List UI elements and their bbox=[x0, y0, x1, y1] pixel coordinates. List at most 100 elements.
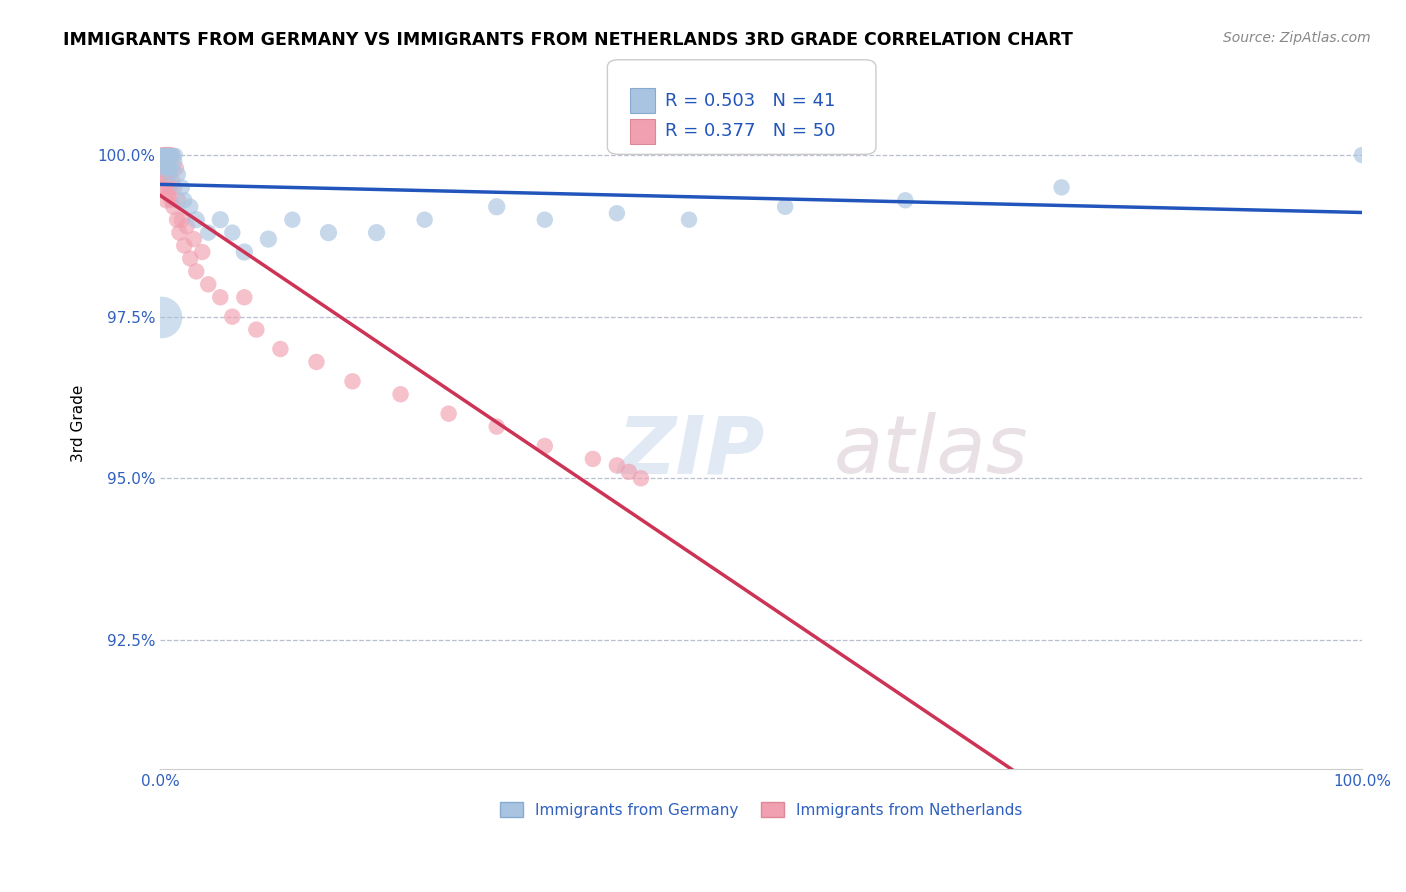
Point bbox=[165, 161, 187, 175]
Point bbox=[156, 148, 179, 162]
Point bbox=[152, 148, 174, 162]
Point bbox=[155, 148, 177, 162]
Point bbox=[153, 154, 176, 169]
Point bbox=[1351, 148, 1374, 162]
Point bbox=[152, 161, 174, 175]
Point bbox=[153, 148, 176, 162]
Point bbox=[157, 161, 180, 175]
Point bbox=[163, 180, 186, 194]
Point bbox=[191, 245, 214, 260]
Point bbox=[257, 232, 280, 246]
Point bbox=[173, 238, 195, 252]
Point bbox=[233, 290, 256, 304]
Text: R = 0.503   N = 41: R = 0.503 N = 41 bbox=[665, 92, 835, 110]
Point bbox=[166, 212, 188, 227]
Point bbox=[678, 212, 700, 227]
Point bbox=[160, 174, 183, 188]
Point bbox=[389, 387, 412, 401]
Text: R = 0.377   N = 50: R = 0.377 N = 50 bbox=[665, 122, 835, 140]
Point bbox=[318, 226, 340, 240]
Point bbox=[437, 407, 460, 421]
Point bbox=[533, 212, 555, 227]
Point bbox=[221, 310, 243, 324]
Point bbox=[281, 212, 304, 227]
Point bbox=[485, 419, 508, 434]
Point bbox=[152, 161, 174, 175]
Point bbox=[155, 148, 177, 162]
Point bbox=[269, 342, 291, 356]
Point bbox=[305, 355, 328, 369]
Point bbox=[156, 148, 179, 162]
Point bbox=[366, 226, 388, 240]
Point bbox=[533, 439, 555, 453]
Point bbox=[167, 168, 190, 182]
Point bbox=[155, 174, 177, 188]
Point bbox=[163, 154, 186, 169]
Point bbox=[159, 168, 181, 182]
Point bbox=[150, 310, 173, 324]
Point bbox=[156, 168, 179, 182]
Point bbox=[186, 264, 208, 278]
Point bbox=[150, 148, 173, 162]
Point bbox=[342, 375, 364, 389]
Point bbox=[156, 148, 179, 162]
Point bbox=[155, 194, 177, 208]
Point bbox=[179, 200, 201, 214]
Point bbox=[894, 194, 917, 208]
Point bbox=[485, 200, 508, 214]
Point bbox=[162, 148, 184, 162]
Point bbox=[150, 180, 173, 194]
Point bbox=[160, 194, 183, 208]
Point bbox=[170, 212, 193, 227]
Point bbox=[160, 148, 183, 162]
Text: atlas: atlas bbox=[834, 412, 1028, 490]
Point bbox=[153, 161, 176, 175]
Point bbox=[630, 471, 652, 485]
Point bbox=[153, 168, 176, 182]
Y-axis label: 3rd Grade: 3rd Grade bbox=[72, 384, 86, 462]
Point bbox=[150, 148, 173, 162]
Point bbox=[197, 277, 219, 292]
Point bbox=[245, 323, 267, 337]
Point bbox=[176, 219, 198, 234]
Point bbox=[606, 206, 628, 220]
Point bbox=[159, 148, 181, 162]
Point bbox=[165, 148, 187, 162]
Point bbox=[773, 200, 796, 214]
Point bbox=[167, 194, 190, 208]
Point bbox=[179, 252, 201, 266]
Point bbox=[183, 232, 205, 246]
Point bbox=[233, 245, 256, 260]
Point bbox=[157, 161, 180, 175]
Point bbox=[160, 148, 183, 162]
Point bbox=[1050, 180, 1073, 194]
Point bbox=[173, 194, 195, 208]
Point bbox=[221, 226, 243, 240]
Text: ZIP: ZIP bbox=[617, 412, 765, 490]
Point bbox=[159, 180, 181, 194]
Point bbox=[153, 180, 176, 194]
Point bbox=[582, 452, 605, 467]
Point bbox=[152, 148, 174, 162]
Text: Source: ZipAtlas.com: Source: ZipAtlas.com bbox=[1223, 31, 1371, 45]
Point bbox=[160, 161, 183, 175]
Point bbox=[197, 226, 219, 240]
Point bbox=[617, 465, 640, 479]
Point bbox=[170, 180, 193, 194]
Point bbox=[153, 148, 176, 162]
Point bbox=[157, 186, 180, 201]
Point bbox=[153, 148, 176, 162]
Text: IMMIGRANTS FROM GERMANY VS IMMIGRANTS FROM NETHERLANDS 3RD GRADE CORRELATION CHA: IMMIGRANTS FROM GERMANY VS IMMIGRANTS FR… bbox=[63, 31, 1073, 49]
Point bbox=[153, 161, 176, 175]
Point bbox=[606, 458, 628, 473]
Point bbox=[413, 212, 436, 227]
Point bbox=[155, 154, 177, 169]
Point bbox=[153, 148, 176, 162]
Point bbox=[169, 226, 191, 240]
Point bbox=[159, 148, 181, 162]
Point bbox=[186, 212, 208, 227]
Legend: Immigrants from Germany, Immigrants from Netherlands: Immigrants from Germany, Immigrants from… bbox=[494, 796, 1029, 824]
Point bbox=[209, 212, 232, 227]
Point bbox=[209, 290, 232, 304]
Point bbox=[162, 200, 184, 214]
